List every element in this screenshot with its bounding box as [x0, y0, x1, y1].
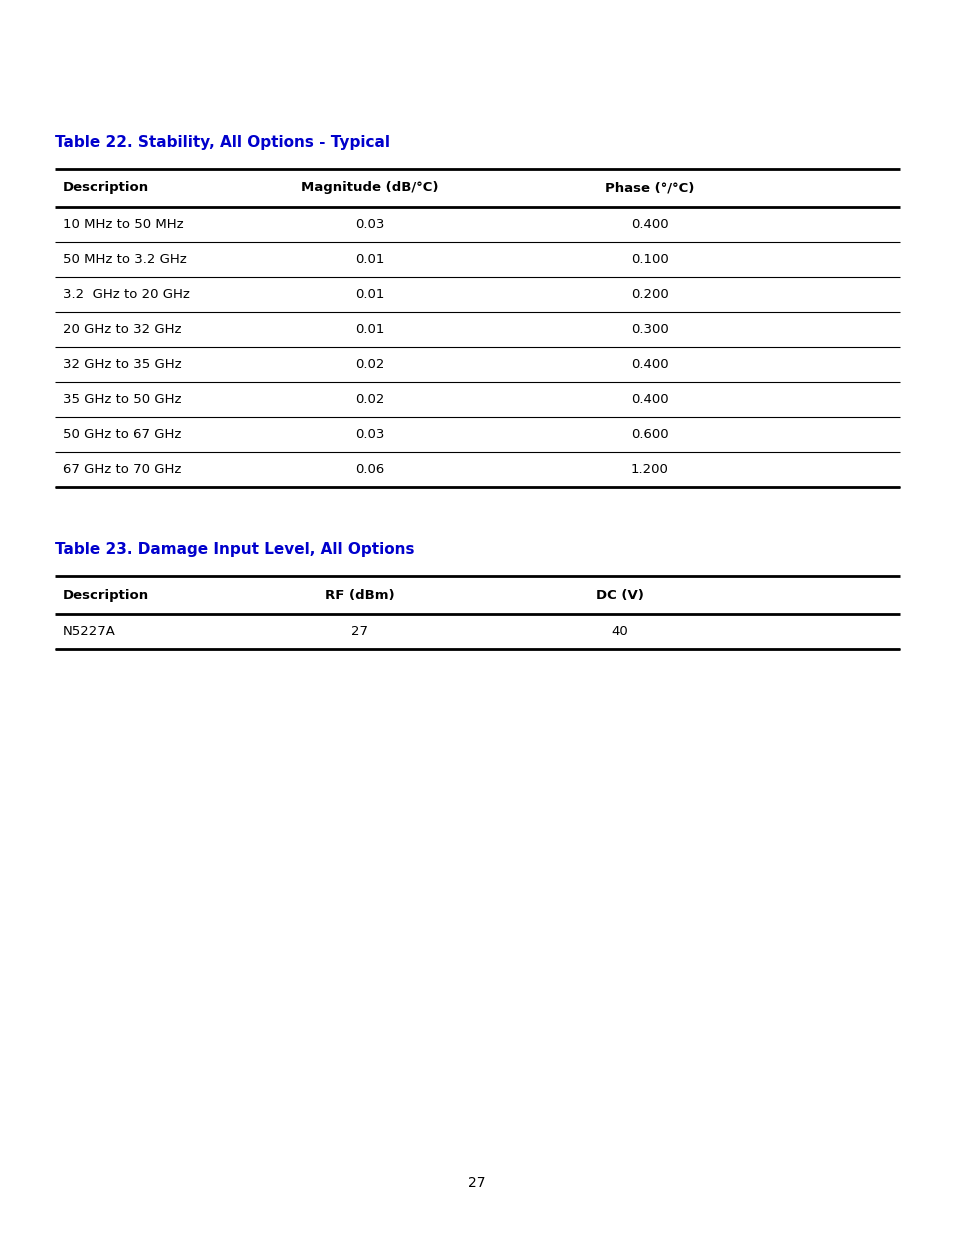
Text: Description: Description — [63, 589, 149, 601]
Text: DC (V): DC (V) — [596, 589, 643, 601]
Text: Phase (°/°C): Phase (°/°C) — [604, 182, 694, 194]
Text: 50 GHz to 67 GHz: 50 GHz to 67 GHz — [63, 429, 181, 441]
Text: 40: 40 — [611, 625, 628, 638]
Text: 10 MHz to 50 MHz: 10 MHz to 50 MHz — [63, 219, 183, 231]
Text: 0.600: 0.600 — [631, 429, 668, 441]
Text: 0.03: 0.03 — [355, 429, 384, 441]
Text: 27: 27 — [351, 625, 368, 638]
Text: 0.02: 0.02 — [355, 393, 384, 406]
Text: 32 GHz to 35 GHz: 32 GHz to 35 GHz — [63, 358, 181, 370]
Text: 20 GHz to 32 GHz: 20 GHz to 32 GHz — [63, 324, 181, 336]
Text: 0.300: 0.300 — [631, 324, 668, 336]
Text: RF (dBm): RF (dBm) — [325, 589, 395, 601]
Text: 0.01: 0.01 — [355, 253, 384, 266]
Text: 0.02: 0.02 — [355, 358, 384, 370]
Text: Description: Description — [63, 182, 149, 194]
Text: 67 GHz to 70 GHz: 67 GHz to 70 GHz — [63, 463, 181, 475]
Text: 0.01: 0.01 — [355, 288, 384, 301]
Text: Table 23. Damage Input Level, All Options: Table 23. Damage Input Level, All Option… — [55, 542, 414, 557]
Text: 27: 27 — [468, 1176, 485, 1191]
Text: 0.01: 0.01 — [355, 324, 384, 336]
Text: 0.400: 0.400 — [631, 393, 668, 406]
Text: 3.2  GHz to 20 GHz: 3.2 GHz to 20 GHz — [63, 288, 190, 301]
Text: Magnitude (dB/°C): Magnitude (dB/°C) — [301, 182, 438, 194]
Text: 50 MHz to 3.2 GHz: 50 MHz to 3.2 GHz — [63, 253, 187, 266]
Text: N5227A: N5227A — [63, 625, 115, 638]
Text: 0.100: 0.100 — [631, 253, 668, 266]
Text: 0.400: 0.400 — [631, 219, 668, 231]
Text: Table 22. Stability, All Options - Typical: Table 22. Stability, All Options - Typic… — [55, 135, 390, 149]
Text: 0.03: 0.03 — [355, 219, 384, 231]
Text: 1.200: 1.200 — [630, 463, 668, 475]
Text: 0.400: 0.400 — [631, 358, 668, 370]
Text: 0.200: 0.200 — [631, 288, 668, 301]
Text: 0.06: 0.06 — [355, 463, 384, 475]
Text: 35 GHz to 50 GHz: 35 GHz to 50 GHz — [63, 393, 181, 406]
